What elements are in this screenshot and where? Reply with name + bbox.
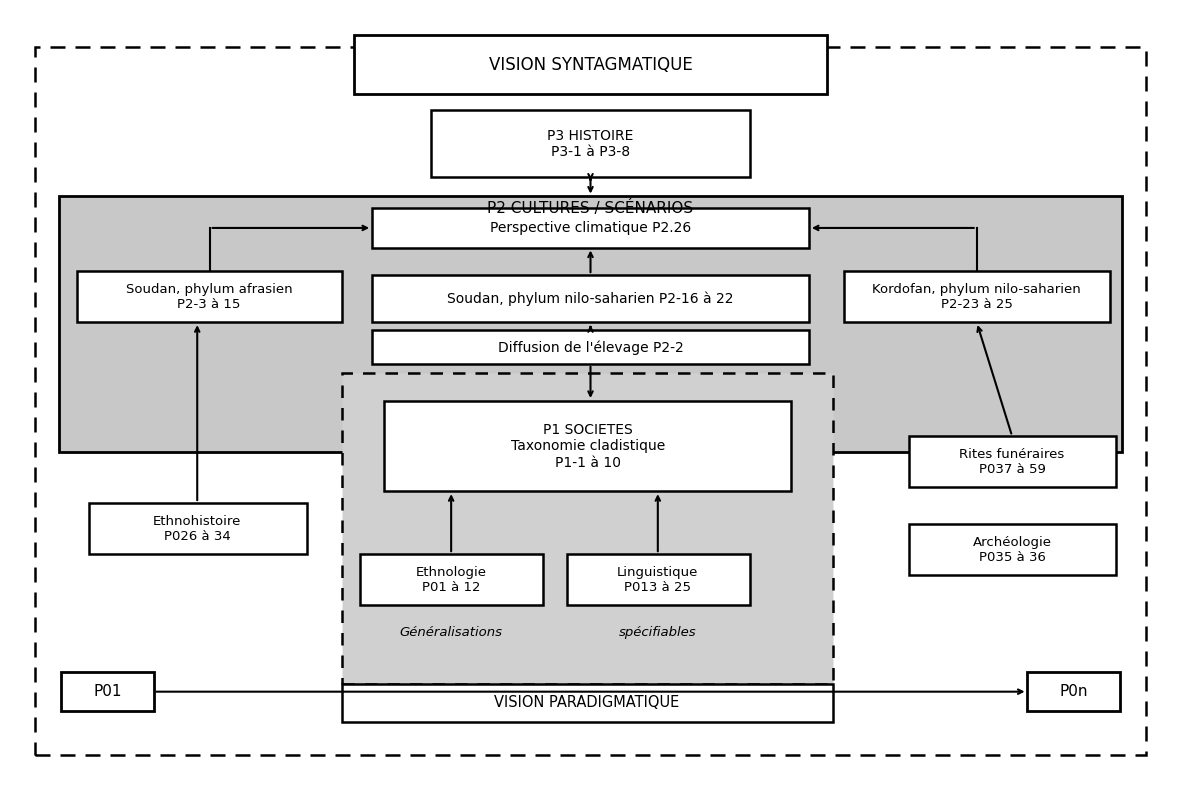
Bar [844,271,1110,322]
Text: Soudan, phylum nilo-saharien P2-16 à 22: Soudan, phylum nilo-saharien P2-16 à 22 [448,292,733,306]
Text: P01: P01 [93,684,122,700]
Text: Rites funéraires
P037 à 59: Rites funéraires P037 à 59 [959,448,1065,476]
Text: VISION PARADIGMATIQUE: VISION PARADIGMATIQUE [495,695,679,711]
Text: P0n: P0n [1059,684,1088,700]
Text: P3 HISTOIRE
P3-1 à P3-8: P3 HISTOIRE P3-1 à P3-8 [547,129,634,159]
Text: Ethnohistoire
P026 à 34: Ethnohistoire P026 à 34 [154,515,241,543]
Text: Kordofan, phylum nilo-saharien
P2-23 à 25: Kordofan, phylum nilo-saharien P2-23 à 2… [873,283,1081,311]
Text: P1 SOCIETES
Taxonomie cladistique
P1-1 à 10: P1 SOCIETES Taxonomie cladistique P1-1 à… [511,423,665,470]
Text: Diffusion de l'élevage P2-2: Diffusion de l'élevage P2-2 [497,340,684,354]
Text: Archéologie
P035 à 36: Archéologie P035 à 36 [973,536,1051,564]
Bar [372,208,809,248]
Text: Soudan, phylum afrasien
P2-3 à 15: Soudan, phylum afrasien P2-3 à 15 [125,283,293,311]
Bar [360,554,543,605]
Text: Linguistique
P013 à 25: Linguistique P013 à 25 [618,566,698,594]
Text: VISION SYNTAGMATIQUE: VISION SYNTAGMATIQUE [489,57,692,74]
Text: P2 CULTURES / SCÉNARIOS: P2 CULTURES / SCÉNARIOS [488,200,693,216]
Bar [372,330,809,364]
Text: spécifiables: spécifiables [619,626,697,639]
Bar [342,373,833,684]
Bar [384,401,791,491]
Bar [567,554,750,605]
Bar [909,436,1116,487]
Bar [77,271,342,322]
Bar [372,275,809,322]
Bar [59,196,1122,452]
Text: Perspective climatique P2.26: Perspective climatique P2.26 [490,221,691,235]
Bar [431,110,750,177]
Bar [909,524,1116,575]
Text: Généralisations: Généralisations [399,626,503,639]
Bar [342,684,833,722]
Bar [354,35,827,94]
Bar [1027,672,1120,711]
Bar [61,672,154,711]
Bar [89,503,307,554]
Text: Ethnologie
P01 à 12: Ethnologie P01 à 12 [416,566,487,594]
